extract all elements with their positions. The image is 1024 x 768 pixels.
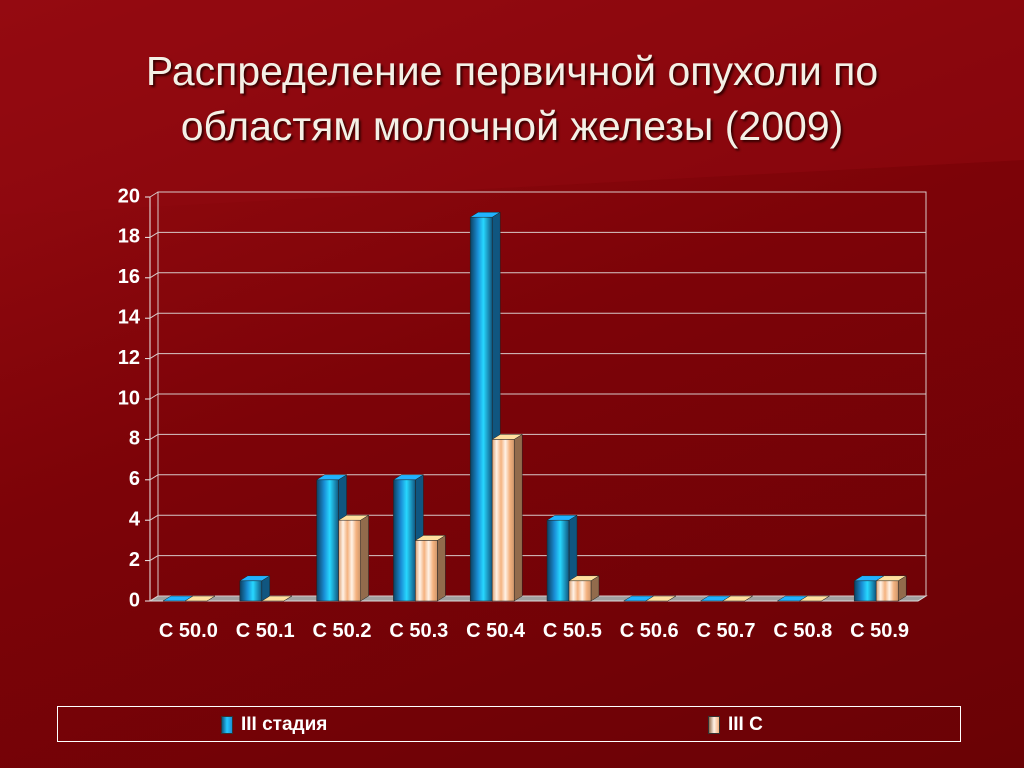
x-tick-label: C 50.2: [312, 620, 372, 642]
bar: [415, 540, 438, 602]
legend-label: III C: [728, 714, 763, 735]
bar-top: [392, 474, 425, 481]
bar: [338, 519, 361, 602]
bar: [239, 580, 263, 602]
bar-top: [491, 434, 524, 440]
bar-top: [469, 211, 502, 218]
grid-wall-line: [149, 433, 159, 440]
grid-wall-line: [149, 191, 159, 198]
bar-top: [644, 595, 677, 602]
x-tick-label: C 50.7: [696, 620, 756, 642]
chart-title: Распределение первичной опухоли по облас…: [145, 48, 879, 149]
legend-label: III стадия: [241, 714, 328, 735]
y-tick-label: 2: [129, 549, 140, 571]
y-tick-label: 18: [118, 226, 140, 248]
legend: III стадия III C: [57, 706, 961, 742]
bar-top: [315, 474, 348, 481]
y-tick-label: 10: [118, 387, 140, 409]
bar-top: [721, 595, 754, 602]
grid-wall-line: [149, 474, 159, 481]
y-tick-label: 12: [118, 347, 140, 369]
x-tick-label: C 50.3: [389, 620, 449, 642]
grid-wall-line: [149, 272, 159, 279]
grid-wall-line: [149, 393, 159, 400]
bar: [393, 479, 416, 602]
x-tick-label: C 50.8: [773, 620, 833, 642]
y-tick-label: 6: [129, 468, 140, 490]
bar-top: [184, 595, 216, 602]
bar: [491, 439, 515, 602]
y-tick-label: 20: [118, 185, 140, 207]
x-tick-label: C 50.6: [619, 620, 679, 642]
bar: [469, 216, 493, 602]
bar-top: [875, 575, 908, 582]
bar-top: [568, 575, 600, 582]
x-tick-label: C 50.4: [466, 620, 526, 642]
bar: [546, 519, 570, 602]
x-tick-label: C 50.1: [235, 620, 295, 642]
bar-top: [546, 514, 578, 521]
bar-top: [414, 535, 447, 541]
bar-side: [360, 514, 369, 602]
grid-wall-line: [149, 555, 159, 562]
bar: [568, 580, 592, 602]
bar-side: [437, 534, 446, 602]
bar: [853, 580, 877, 602]
legend-item: III C: [708, 714, 763, 736]
y-tick-label: 8: [129, 428, 140, 450]
bar-side: [513, 433, 523, 602]
bar-top: [798, 595, 831, 602]
grid-wall-line: [149, 231, 159, 238]
x-tick-label: C 50.0: [158, 620, 218, 642]
bar-top: [238, 575, 271, 582]
y-tick-label: 14: [118, 306, 141, 328]
grid-wall-line: [149, 353, 159, 360]
bar: [316, 479, 339, 602]
bar: [875, 580, 899, 602]
bar-top: [337, 514, 370, 521]
legend-swatch: [708, 716, 720, 734]
y-tick-label: 4: [129, 508, 141, 530]
grid-wall-line: [149, 514, 159, 521]
legend-swatch: [221, 716, 233, 734]
y-tick-label: 16: [118, 266, 140, 288]
x-tick-label: C 50.9: [850, 620, 910, 642]
y-tick-label: 0: [129, 589, 140, 611]
legend-item: III стадия: [221, 714, 327, 736]
bar-top: [260, 595, 293, 602]
x-tick-label: C 50.5: [542, 620, 602, 642]
grid-wall-line: [149, 595, 159, 602]
grid-wall-line: [149, 312, 159, 319]
